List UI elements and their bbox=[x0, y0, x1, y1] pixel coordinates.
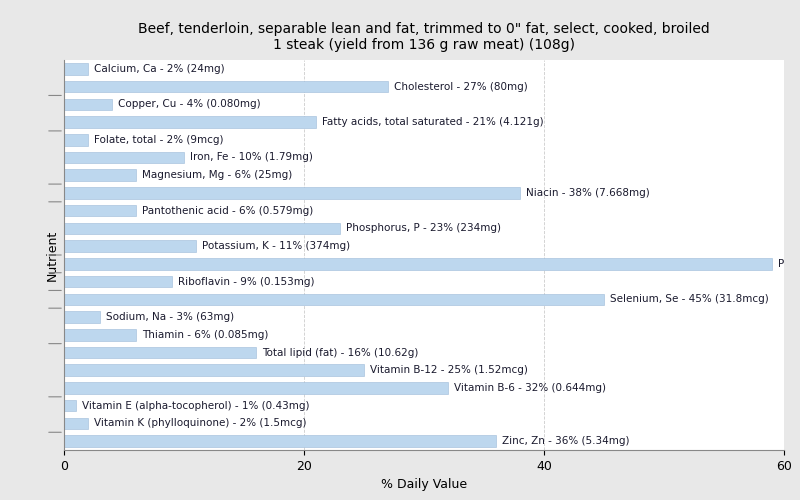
Bar bbox=[64, 400, 76, 411]
Text: Selenium, Se - 45% (31.8mcg): Selenium, Se - 45% (31.8mcg) bbox=[610, 294, 769, 304]
X-axis label: % Daily Value: % Daily Value bbox=[381, 478, 467, 492]
Bar bbox=[64, 346, 256, 358]
Text: Vitamin K (phylloquinone) - 2% (1.5mcg): Vitamin K (phylloquinone) - 2% (1.5mcg) bbox=[94, 418, 306, 428]
Text: Phosphorus, P - 23% (234mg): Phosphorus, P - 23% (234mg) bbox=[346, 224, 501, 234]
Text: Riboflavin - 9% (0.153mg): Riboflavin - 9% (0.153mg) bbox=[178, 276, 314, 286]
Bar bbox=[64, 187, 520, 198]
Bar bbox=[64, 329, 136, 340]
Bar bbox=[64, 98, 112, 110]
Bar bbox=[64, 240, 196, 252]
Text: Copper, Cu - 4% (0.080mg): Copper, Cu - 4% (0.080mg) bbox=[118, 100, 261, 110]
Bar bbox=[64, 294, 604, 305]
Y-axis label: Nutrient: Nutrient bbox=[46, 230, 58, 280]
Bar bbox=[64, 152, 184, 164]
Text: Vitamin B-6 - 32% (0.644mg): Vitamin B-6 - 32% (0.644mg) bbox=[454, 383, 606, 393]
Text: Pantothenic acid - 6% (0.579mg): Pantothenic acid - 6% (0.579mg) bbox=[142, 206, 314, 216]
Bar bbox=[64, 63, 88, 74]
Bar bbox=[64, 418, 88, 429]
Bar bbox=[64, 134, 88, 145]
Text: Potassium, K - 11% (374mg): Potassium, K - 11% (374mg) bbox=[202, 241, 350, 251]
Text: Total lipid (fat) - 16% (10.62g): Total lipid (fat) - 16% (10.62g) bbox=[262, 348, 418, 358]
Bar bbox=[64, 382, 448, 394]
Text: Zinc, Zn - 36% (5.34mg): Zinc, Zn - 36% (5.34mg) bbox=[502, 436, 630, 446]
Bar bbox=[64, 364, 364, 376]
Text: Fatty acids, total saturated - 21% (4.121g): Fatty acids, total saturated - 21% (4.12… bbox=[322, 117, 544, 127]
Text: Magnesium, Mg - 6% (25mg): Magnesium, Mg - 6% (25mg) bbox=[142, 170, 292, 180]
Bar bbox=[64, 81, 388, 92]
Text: Vitamin B-12 - 25% (1.52mcg): Vitamin B-12 - 25% (1.52mcg) bbox=[370, 365, 528, 375]
Text: Iron, Fe - 10% (1.79mg): Iron, Fe - 10% (1.79mg) bbox=[190, 152, 313, 162]
Text: Folate, total - 2% (9mcg): Folate, total - 2% (9mcg) bbox=[94, 135, 223, 145]
Bar bbox=[64, 436, 496, 447]
Bar bbox=[64, 258, 772, 270]
Bar bbox=[64, 312, 100, 323]
Bar bbox=[64, 276, 172, 287]
Title: Beef, tenderloin, separable lean and fat, trimmed to 0" fat, select, cooked, bro: Beef, tenderloin, separable lean and fat… bbox=[138, 22, 710, 52]
Bar bbox=[64, 222, 340, 234]
Text: Cholesterol - 27% (80mg): Cholesterol - 27% (80mg) bbox=[394, 82, 528, 92]
Text: Protein - 59% (29.35g): Protein - 59% (29.35g) bbox=[778, 259, 800, 269]
Text: Sodium, Na - 3% (63mg): Sodium, Na - 3% (63mg) bbox=[106, 312, 234, 322]
Text: Thiamin - 6% (0.085mg): Thiamin - 6% (0.085mg) bbox=[142, 330, 268, 340]
Bar bbox=[64, 170, 136, 181]
Text: Niacin - 38% (7.668mg): Niacin - 38% (7.668mg) bbox=[526, 188, 650, 198]
Text: Calcium, Ca - 2% (24mg): Calcium, Ca - 2% (24mg) bbox=[94, 64, 225, 74]
Bar bbox=[64, 205, 136, 216]
Bar bbox=[64, 116, 316, 128]
Text: Vitamin E (alpha-tocopherol) - 1% (0.43mg): Vitamin E (alpha-tocopherol) - 1% (0.43m… bbox=[82, 400, 310, 410]
